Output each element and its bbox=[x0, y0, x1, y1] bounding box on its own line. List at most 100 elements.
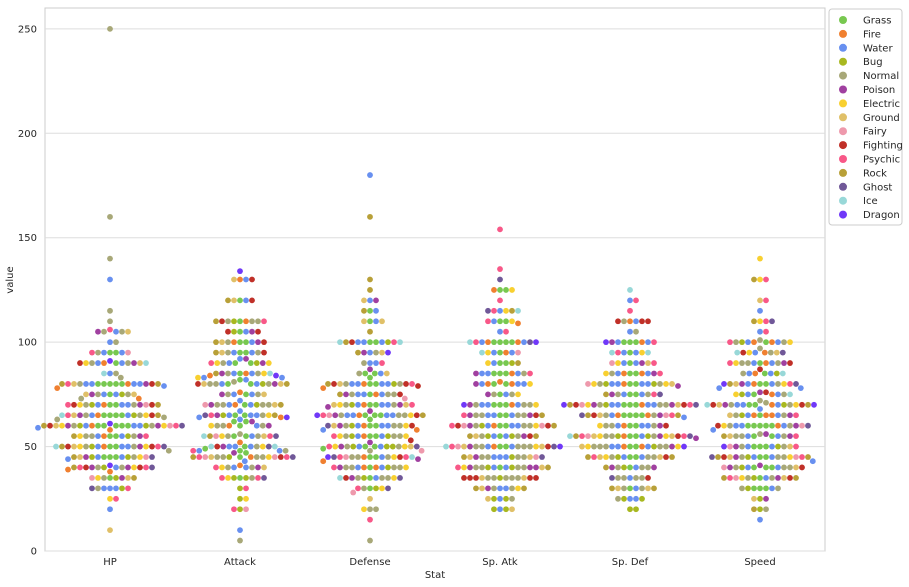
point-normal bbox=[733, 339, 739, 346]
point-grass bbox=[503, 443, 509, 450]
point-electric bbox=[639, 349, 645, 356]
point-fire bbox=[621, 370, 627, 377]
point-ground bbox=[361, 297, 367, 304]
point-water bbox=[775, 339, 781, 346]
point-rock bbox=[585, 454, 591, 460]
point-water bbox=[237, 416, 243, 423]
point-water bbox=[515, 370, 521, 377]
point-psychic bbox=[107, 326, 113, 333]
point-electric bbox=[663, 381, 669, 387]
point-psychic bbox=[173, 422, 179, 429]
point-grass bbox=[367, 374, 373, 381]
point-grass bbox=[757, 443, 763, 450]
point-normal bbox=[639, 485, 645, 492]
point-grass bbox=[633, 412, 639, 419]
point-fighting bbox=[47, 422, 53, 429]
point-fire bbox=[485, 339, 491, 346]
point-grass bbox=[107, 391, 113, 398]
legend-label: Psychic bbox=[863, 155, 900, 166]
point-bug bbox=[745, 454, 751, 460]
point-normal bbox=[361, 485, 367, 492]
point-water bbox=[645, 401, 651, 408]
point-normal bbox=[385, 475, 391, 481]
point-water bbox=[379, 454, 385, 460]
point-bug bbox=[385, 339, 391, 346]
point-water bbox=[113, 485, 119, 492]
point-poison bbox=[473, 454, 479, 460]
point-normal bbox=[391, 422, 397, 429]
legend-label: Fighting bbox=[863, 141, 903, 152]
point-dragon bbox=[283, 414, 290, 421]
point-bug bbox=[253, 401, 260, 408]
point-water bbox=[113, 391, 119, 398]
point-water bbox=[745, 412, 751, 419]
point-bug bbox=[485, 464, 491, 471]
point-ground bbox=[407, 443, 414, 450]
point-grass bbox=[367, 422, 373, 429]
point-ghost bbox=[89, 485, 95, 492]
legend-marker bbox=[839, 196, 847, 205]
y-tick-label: 150 bbox=[18, 233, 37, 244]
point-ghost bbox=[179, 422, 185, 429]
point-fighting bbox=[639, 318, 645, 325]
point-water bbox=[752, 349, 759, 356]
point-rock bbox=[651, 485, 657, 492]
point-ice bbox=[337, 475, 343, 481]
point-grass bbox=[371, 412, 378, 419]
point-poison bbox=[137, 401, 143, 408]
point-electric bbox=[214, 360, 221, 366]
point-fairy bbox=[202, 454, 209, 460]
point-fighting bbox=[799, 464, 805, 471]
point-water bbox=[479, 339, 485, 346]
point-water bbox=[639, 391, 645, 398]
point-grass bbox=[113, 454, 119, 460]
point-water bbox=[355, 339, 361, 346]
point-normal bbox=[343, 381, 349, 387]
point-normal bbox=[225, 318, 231, 325]
point-normal bbox=[479, 433, 485, 440]
point-normal bbox=[54, 416, 61, 423]
point-water bbox=[320, 426, 327, 433]
point-grass bbox=[225, 381, 231, 387]
point-fire bbox=[95, 412, 101, 419]
point-grass bbox=[497, 464, 503, 471]
point-water bbox=[745, 464, 751, 471]
point-bug bbox=[739, 464, 745, 471]
point-fire bbox=[763, 412, 769, 419]
point-normal bbox=[225, 391, 231, 398]
point-water bbox=[247, 412, 254, 419]
point-normal bbox=[603, 433, 609, 440]
point-grass bbox=[757, 412, 763, 419]
point-ghost bbox=[149, 464, 155, 471]
point-normal bbox=[225, 349, 231, 356]
point-grass bbox=[373, 433, 379, 440]
point-poison bbox=[722, 401, 729, 408]
point-water bbox=[355, 381, 361, 387]
point-fire bbox=[135, 395, 142, 402]
point-bug bbox=[391, 381, 397, 387]
point-fairy bbox=[401, 395, 408, 402]
grid-lines bbox=[45, 28, 825, 552]
point-ghost bbox=[539, 454, 545, 460]
point-rock bbox=[343, 339, 349, 346]
point-fairy bbox=[515, 349, 521, 356]
point-fire bbox=[361, 381, 367, 387]
point-fairy bbox=[533, 454, 539, 460]
point-poison bbox=[733, 454, 739, 460]
point-normal bbox=[781, 412, 787, 419]
point-ground bbox=[597, 454, 603, 460]
point-ice bbox=[787, 391, 793, 398]
point-rock bbox=[71, 464, 77, 471]
point-normal bbox=[161, 414, 167, 421]
point-normal bbox=[597, 401, 603, 408]
point-ground bbox=[261, 391, 267, 398]
data-points bbox=[35, 25, 817, 544]
point-grass bbox=[633, 443, 639, 450]
point-psychic bbox=[65, 412, 71, 419]
point-rock bbox=[509, 307, 515, 314]
point-water bbox=[379, 433, 385, 440]
point-bug bbox=[349, 422, 355, 429]
point-ground bbox=[727, 433, 733, 440]
point-rock bbox=[533, 433, 539, 440]
point-dragon bbox=[314, 412, 321, 419]
